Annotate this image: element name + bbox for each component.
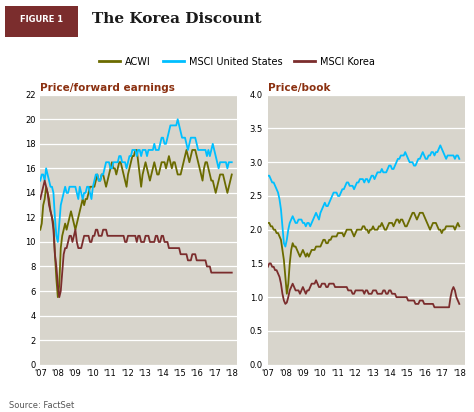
FancyBboxPatch shape: [5, 6, 78, 37]
Text: Source: FactSet: Source: FactSet: [9, 401, 75, 410]
Text: Price/forward earnings: Price/forward earnings: [40, 82, 175, 93]
Text: The Korea Discount: The Korea Discount: [92, 12, 262, 26]
Text: FIGURE 1: FIGURE 1: [20, 14, 63, 23]
Text: Price/book: Price/book: [268, 82, 330, 93]
Legend: ACWI, MSCI United States, MSCI Korea: ACWI, MSCI United States, MSCI Korea: [95, 53, 379, 71]
